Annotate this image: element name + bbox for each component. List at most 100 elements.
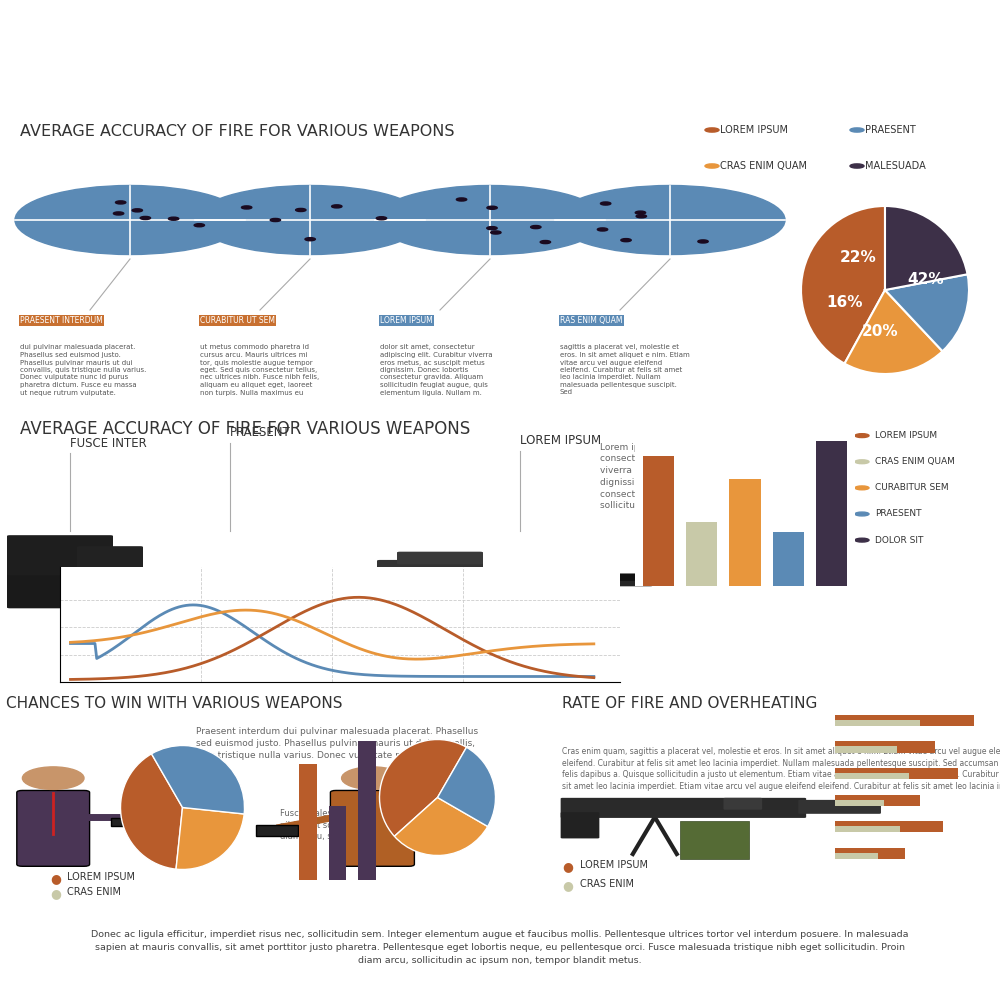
Circle shape	[132, 209, 142, 212]
FancyBboxPatch shape	[561, 798, 806, 818]
Circle shape	[113, 212, 124, 215]
Circle shape	[376, 217, 387, 220]
FancyBboxPatch shape	[835, 848, 904, 859]
FancyBboxPatch shape	[835, 715, 974, 726]
Text: CRAS ENIM: CRAS ENIM	[67, 887, 121, 897]
Text: DOLOR SIT: DOLOR SIT	[875, 536, 923, 545]
Text: CRAS ENIM QUAM: CRAS ENIM QUAM	[500, 635, 599, 645]
Circle shape	[255, 203, 365, 237]
Wedge shape	[801, 206, 885, 364]
Circle shape	[555, 186, 785, 254]
Circle shape	[855, 538, 869, 542]
Circle shape	[855, 460, 869, 464]
Text: RATE OF FIRE AND OVERHEATING: RATE OF FIRE AND OVERHEATING	[562, 696, 818, 711]
Circle shape	[653, 215, 687, 225]
FancyBboxPatch shape	[477, 574, 653, 581]
Circle shape	[115, 201, 126, 204]
Text: FUSCE INTER: FUSCE INTER	[70, 437, 147, 450]
Text: sagittis a placerat vel, molestie et
eros. In sit amet aliquet e nim. Etiam
vita: sagittis a placerat vel, molestie et ero…	[560, 344, 690, 395]
Circle shape	[621, 239, 631, 242]
Circle shape	[305, 238, 315, 241]
FancyBboxPatch shape	[798, 800, 881, 814]
Circle shape	[55, 198, 205, 242]
FancyBboxPatch shape	[377, 560, 483, 586]
Wedge shape	[380, 740, 466, 836]
Wedge shape	[394, 798, 488, 855]
Bar	[729, 479, 761, 585]
Text: LOREM IPSUM: LOREM IPSUM	[720, 125, 788, 135]
Text: Lorem ipsum dolor sit amet,
consectetur adipiscing elit. Curabitur
viverra eros : Lorem ipsum dolor sit amet, consectetur …	[600, 442, 770, 510]
Bar	[643, 456, 674, 585]
Text: CRAS ENIM QUAM: CRAS ENIM QUAM	[875, 457, 955, 466]
Circle shape	[855, 434, 869, 438]
Text: 20%: 20%	[861, 324, 898, 339]
Text: DOLOR SIT: DOLOR SIT	[100, 630, 160, 640]
FancyBboxPatch shape	[835, 768, 958, 779]
Circle shape	[270, 218, 281, 222]
Circle shape	[396, 192, 584, 248]
Circle shape	[274, 209, 346, 231]
Text: Praesent interdum dui pulvinar malesuada placerat. Phasellus
sed euismod justo. : Praesent interdum dui pulvinar malesuada…	[196, 727, 478, 760]
Text: ut metus commodo pharetra id
cursus arcu. Mauris ultrices mi
tor, quis molestie : ut metus commodo pharetra id cursus arcu…	[200, 344, 319, 395]
Text: ●: ●	[50, 872, 61, 885]
Text: PRAESENT: PRAESENT	[875, 510, 922, 518]
FancyBboxPatch shape	[835, 795, 920, 806]
Circle shape	[855, 486, 869, 490]
Text: WEAPONS INFOGRAPHICS: WEAPONS INFOGRAPHICS	[0, 21, 1000, 94]
Text: CURABITUR SEM: CURABITUR SEM	[875, 483, 949, 492]
FancyBboxPatch shape	[397, 552, 483, 564]
Wedge shape	[121, 754, 182, 869]
Text: CRAS ENIM: CRAS ENIM	[580, 879, 634, 889]
FancyBboxPatch shape	[111, 818, 147, 826]
Bar	[816, 441, 847, 585]
Text: CURABITUR UT SEM: CURABITUR UT SEM	[200, 316, 275, 325]
Circle shape	[491, 231, 501, 234]
FancyBboxPatch shape	[835, 800, 884, 806]
FancyBboxPatch shape	[17, 790, 90, 866]
FancyBboxPatch shape	[7, 535, 113, 575]
Text: LOREM IPSUM: LOREM IPSUM	[380, 316, 433, 325]
Circle shape	[375, 186, 605, 254]
Circle shape	[235, 198, 385, 242]
Wedge shape	[885, 274, 969, 351]
Bar	[299, 764, 317, 880]
FancyBboxPatch shape	[835, 826, 900, 832]
Circle shape	[94, 209, 166, 231]
Text: 42%: 42%	[907, 272, 944, 287]
Wedge shape	[845, 290, 943, 374]
Text: CHANCES TO WIN WITH VARIOUS WEAPONS: CHANCES TO WIN WITH VARIOUS WEAPONS	[6, 696, 342, 711]
Bar	[686, 522, 717, 585]
Wedge shape	[151, 746, 244, 814]
Circle shape	[487, 227, 497, 230]
Text: LOREM IPSUM: LOREM IPSUM	[67, 872, 135, 882]
Circle shape	[850, 164, 864, 168]
Circle shape	[195, 186, 425, 254]
Circle shape	[540, 241, 551, 244]
Text: AVERAGE ACCURACY OF FIRE FOR VARIOUS WEAPONS: AVERAGE ACCURACY OF FIRE FOR VARIOUS WEA…	[20, 420, 470, 438]
FancyBboxPatch shape	[835, 741, 935, 753]
FancyBboxPatch shape	[835, 821, 943, 832]
Wedge shape	[885, 206, 968, 290]
Circle shape	[168, 217, 179, 220]
FancyBboxPatch shape	[256, 825, 298, 836]
Text: AVERAGE ACCURACY OF FIRE FOR VARIOUS WEAPONS: AVERAGE ACCURACY OF FIRE FOR VARIOUS WEA…	[20, 124, 454, 139]
Circle shape	[634, 209, 706, 231]
Text: 16%: 16%	[827, 295, 863, 310]
Text: ●: ●	[562, 860, 573, 873]
Circle shape	[636, 215, 646, 218]
Circle shape	[705, 164, 719, 168]
Text: Donec ac ligula efficitur, imperdiet risus nec, sollicitudin sem. Integer elemen: Donec ac ligula efficitur, imperdiet ris…	[91, 930, 909, 965]
Circle shape	[194, 224, 204, 227]
FancyBboxPatch shape	[7, 574, 133, 608]
Circle shape	[698, 240, 708, 243]
Circle shape	[597, 228, 608, 231]
FancyBboxPatch shape	[835, 746, 897, 753]
FancyBboxPatch shape	[835, 853, 878, 859]
Circle shape	[140, 216, 151, 220]
Text: LOREM IPSUM: LOREM IPSUM	[875, 431, 937, 440]
Text: PRAESENT: PRAESENT	[230, 426, 291, 439]
Text: CURABITUR: CURABITUR	[250, 649, 314, 659]
FancyBboxPatch shape	[835, 773, 909, 779]
Circle shape	[15, 186, 245, 254]
Circle shape	[113, 215, 147, 225]
